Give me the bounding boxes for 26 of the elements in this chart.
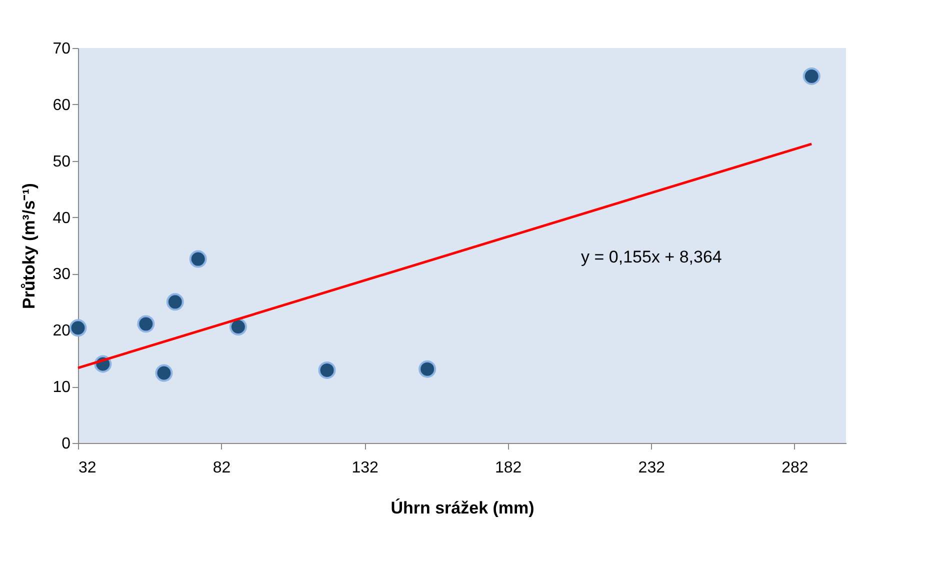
point bbox=[166, 293, 184, 311]
x-tick-label: 182 bbox=[495, 460, 522, 476]
y-tick-label: 20 bbox=[52, 322, 71, 340]
point bbox=[229, 318, 247, 336]
point bbox=[155, 364, 173, 382]
y-tick-label: 60 bbox=[52, 96, 71, 114]
point bbox=[318, 361, 336, 379]
point bbox=[418, 360, 436, 378]
x-axis-title: Úhrn srážek (mm) bbox=[390, 498, 534, 518]
x-tick-label: 232 bbox=[638, 460, 666, 476]
point bbox=[69, 319, 87, 337]
y-tick-label: 10 bbox=[52, 379, 71, 396]
annotation: y = 0,155x + 8,364 bbox=[581, 247, 722, 266]
x-tick-label: 132 bbox=[352, 460, 379, 476]
point bbox=[802, 67, 820, 85]
y-axis-title: Průtoky (m³/s⁻¹) bbox=[20, 183, 39, 309]
y-tick-label: 40 bbox=[52, 210, 71, 227]
y-tick-label: 70 bbox=[52, 40, 71, 58]
y-tick-label: 0 bbox=[62, 436, 71, 452]
y-tick-label: 30 bbox=[52, 266, 71, 284]
y-tick-label: 50 bbox=[52, 153, 71, 170]
point bbox=[137, 315, 155, 333]
x-tick-label: 282 bbox=[782, 460, 808, 476]
x-tick-label: 32 bbox=[78, 460, 96, 476]
x-tick-label: 82 bbox=[212, 460, 231, 476]
point bbox=[189, 250, 207, 268]
